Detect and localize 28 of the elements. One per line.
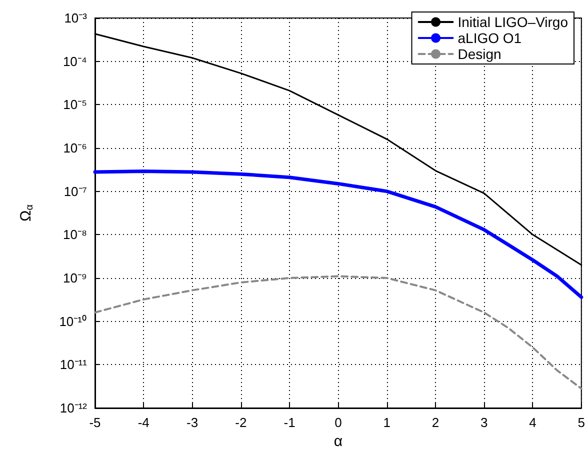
x-tick-label: -3 [186, 415, 198, 430]
x-tick-label: 4 [529, 415, 536, 430]
y-tick-label: 10⁻³ [64, 10, 88, 26]
x-tick-label: 3 [480, 415, 488, 430]
y-axis-title: Ωα [18, 204, 36, 222]
y-tick-label: 10⁻⁶ [63, 140, 87, 156]
x-tick-label: 5 [578, 415, 585, 430]
y-tick-label: 10⁻¹² [60, 400, 88, 416]
y-tick-label: 10⁻⁴ [62, 54, 87, 69]
legend-label: Design [458, 46, 502, 62]
line-series [93, 170, 584, 299]
legend-label: aLIGO O1 [458, 30, 522, 46]
y-tick-label: 10⁻¹¹ [60, 357, 88, 372]
x-tick-label: -4 [138, 415, 150, 430]
x-tick-label: -2 [235, 415, 247, 430]
x-tick-label: -5 [89, 415, 101, 430]
y-tick-label: 10⁻⁸ [63, 227, 87, 242]
x-axis-title: α [334, 432, 343, 450]
x-tick-label: 1 [383, 415, 390, 430]
x-tick-label: 0 [334, 415, 342, 430]
legend-label: Initial LIGO–Virgo [458, 14, 568, 30]
y-tick-label: 10⁻⁹ [62, 270, 87, 286]
y-tick-label: 10⁻⁷ [64, 184, 88, 199]
line-series [94, 275, 582, 390]
y-tick-label: 10⁻⁵ [63, 97, 87, 112]
x-tick-label: -1 [284, 415, 296, 430]
y-tick-label: 10⁻¹⁰ [59, 314, 87, 329]
x-tick-label: 2 [432, 415, 440, 430]
